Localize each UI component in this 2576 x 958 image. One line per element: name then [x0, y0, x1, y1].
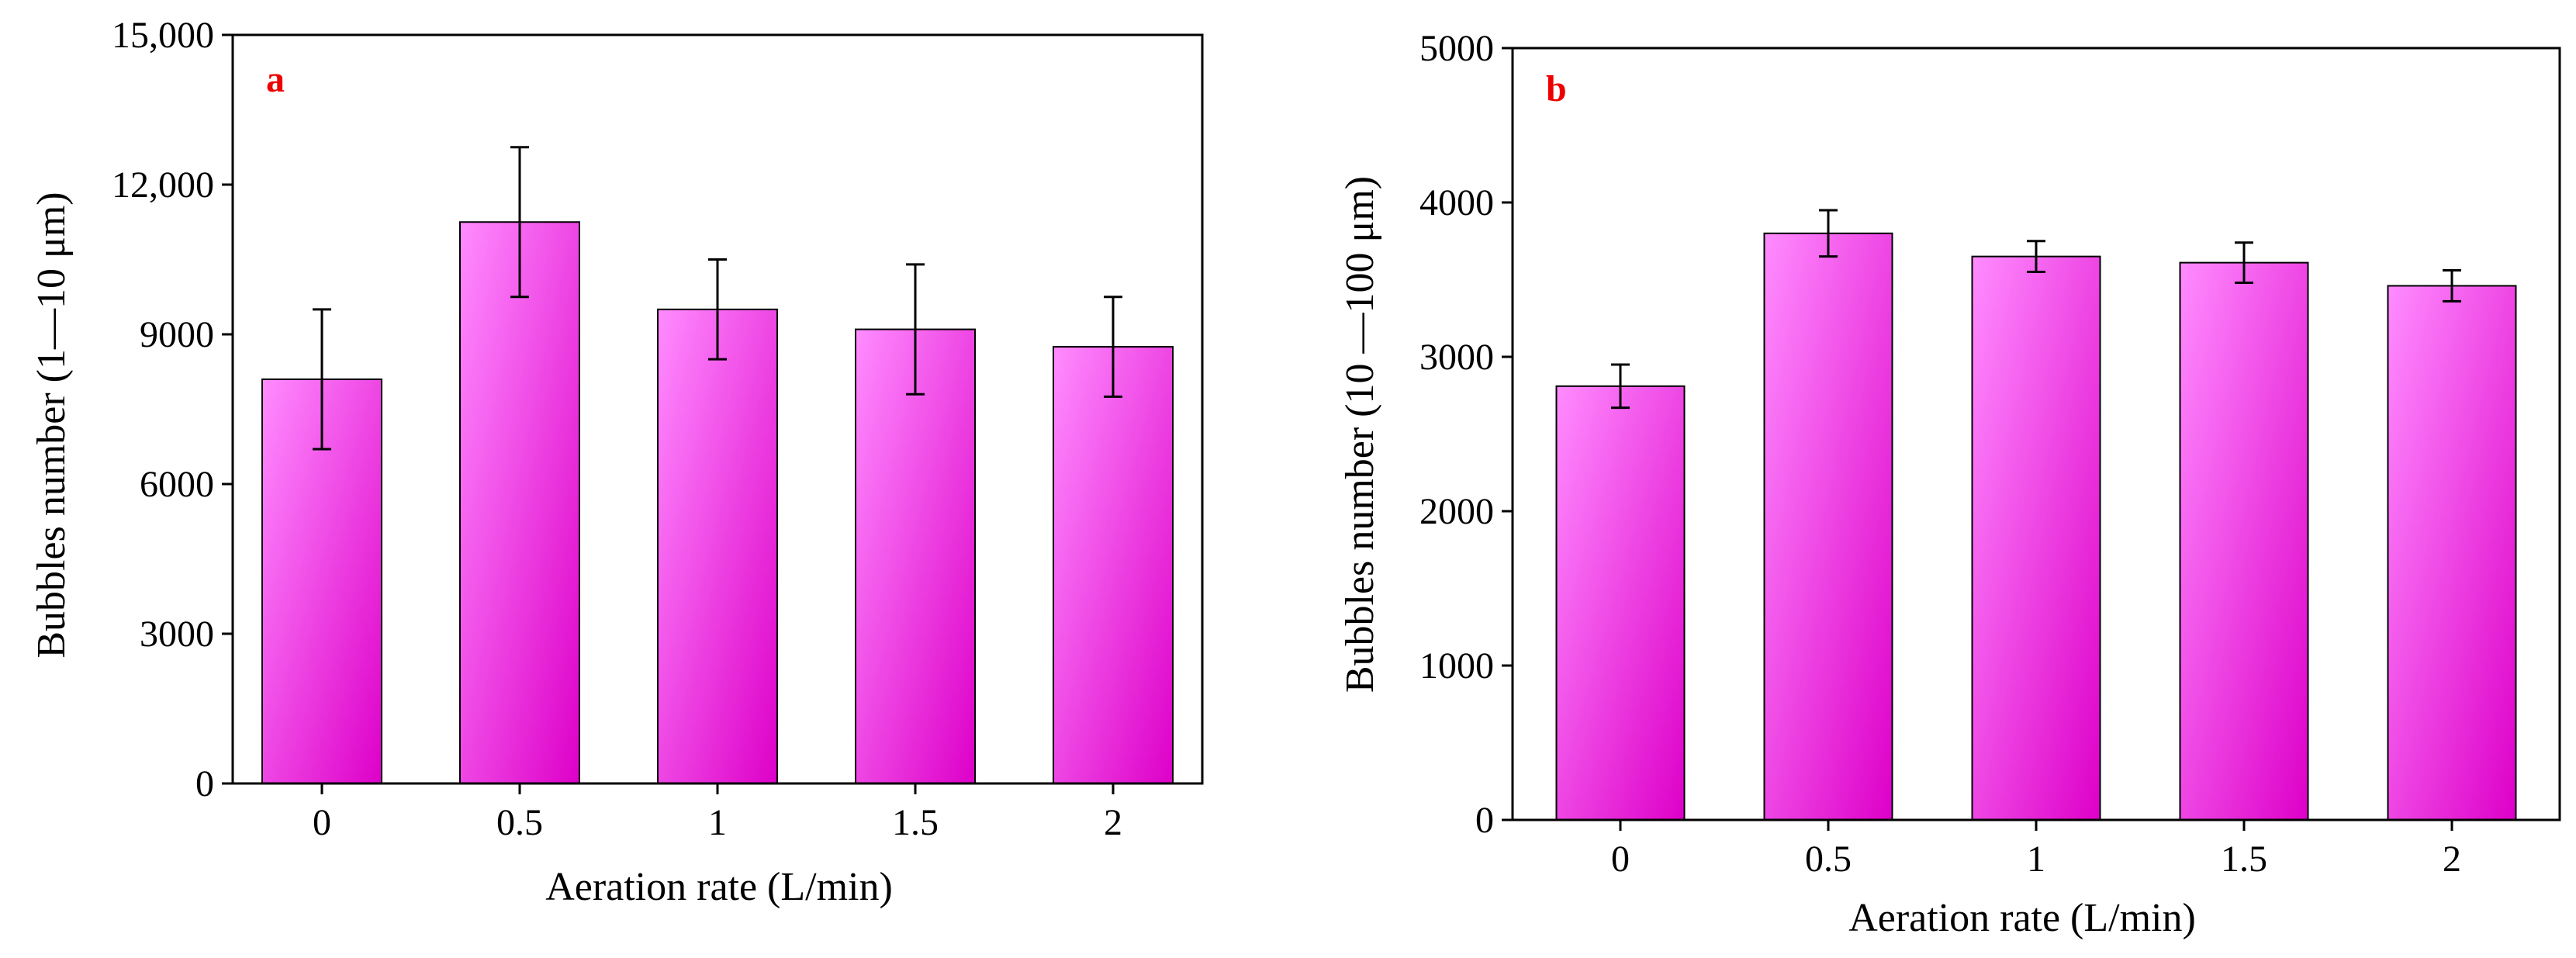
- y-tick-label-b-5: 5000: [1419, 28, 1494, 69]
- y-tick-label-a-1: 3000: [140, 614, 214, 655]
- bar-b-2: [2387, 285, 2517, 821]
- y-tick-label-b-1: 1000: [1419, 645, 1494, 687]
- panel-label-b: b: [1546, 68, 1567, 109]
- x-tick-label-a-1: 1: [708, 802, 727, 843]
- x-tick-label-a-0.5: 0.5: [496, 802, 543, 843]
- x-tick-label-a-2: 2: [1104, 802, 1122, 843]
- y-tick-label-b-0: 0: [1475, 800, 1494, 841]
- x-tick-label-b-0.5: 0.5: [1805, 839, 1852, 880]
- y-tick-label-a-0: 0: [195, 763, 214, 804]
- y-tick-label-b-2: 2000: [1419, 491, 1494, 532]
- x-tick-label-b-0: 0: [1611, 839, 1630, 880]
- y-axis-label-b: Bubbles number (10 —100 μm): [1338, 176, 1382, 693]
- plot-frame-a: [231, 33, 1204, 785]
- bar-a-0.5: [459, 221, 580, 784]
- x-axis-label-a: Aeration rate (L/min): [545, 865, 893, 909]
- bar-b-0: [1555, 385, 1686, 821]
- x-tick-label-b-1: 1: [2027, 839, 2045, 880]
- bar-b-1: [1971, 255, 2101, 821]
- y-tick-label-a-4: 12,000: [112, 164, 214, 206]
- x-tick-label-a-0: 0: [313, 802, 331, 843]
- panel-label-a: a: [266, 59, 285, 100]
- y-tick-label-a-5: 15,000: [112, 15, 214, 56]
- bar-a-1.5: [855, 328, 976, 785]
- bar-a-1: [657, 308, 778, 785]
- bar-b-0.5: [1763, 232, 1893, 821]
- x-tick-label-a-1.5: 1.5: [892, 802, 939, 843]
- y-axis-label-a: Bubbles number (1—10 μm): [29, 192, 74, 658]
- y-tick-label-b-4: 4000: [1419, 182, 1494, 223]
- x-tick-label-b-2: 2: [2443, 839, 2461, 880]
- plot-frame-b: [1511, 47, 2561, 821]
- chart-panel-a: a Bubbles number (1—10 μm) Aeration rate…: [29, 15, 1204, 909]
- y-tick-label-b-3: 3000: [1419, 337, 1494, 378]
- x-axis-label-b: Aeration rate (L/min): [1848, 896, 2196, 940]
- x-tick-label-b-1.5: 1.5: [2221, 839, 2267, 880]
- bar-a-2: [1053, 346, 1174, 785]
- y-tick-label-a-3: 9000: [140, 314, 214, 355]
- y-tick-label-a-2: 6000: [140, 464, 214, 505]
- bar-b-1.5: [2179, 261, 2309, 821]
- chart-panel-b: b Bubbles number (10 —100 μm) Aeration r…: [1338, 28, 2561, 940]
